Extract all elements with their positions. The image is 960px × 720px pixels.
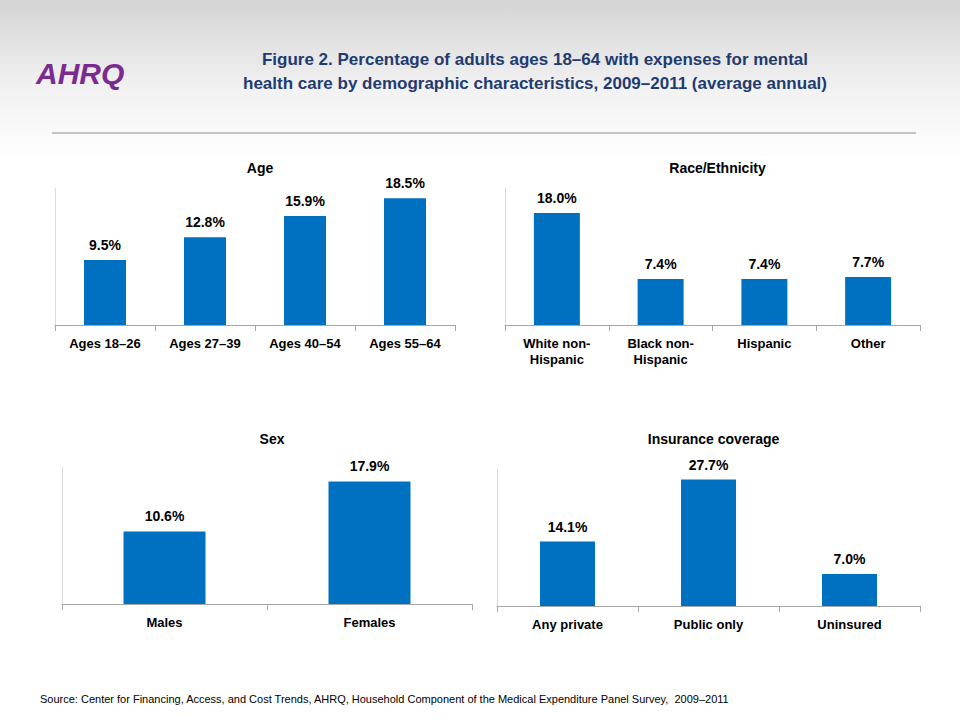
svg-text:Black non-: Black non- bbox=[627, 336, 693, 351]
svg-text:Ages 55–64: Ages 55–64 bbox=[369, 336, 441, 351]
svg-text:AHRQ: AHRQ bbox=[35, 57, 124, 90]
svg-text:Females: Females bbox=[343, 615, 395, 630]
svg-text:Hispanic: Hispanic bbox=[634, 352, 688, 367]
svg-text:12.8%: 12.8% bbox=[185, 214, 225, 230]
svg-text:Source: Center for Financing,: Source: Center for Financing, Access, an… bbox=[40, 693, 729, 705]
svg-text:Ages 40–54: Ages 40–54 bbox=[269, 336, 341, 351]
svg-text:15.9%: 15.9% bbox=[285, 193, 325, 209]
svg-text:Other: Other bbox=[851, 336, 886, 351]
svg-text:Any private: Any private bbox=[532, 617, 603, 632]
svg-text:Race/Ethnicity: Race/Ethnicity bbox=[669, 160, 766, 176]
svg-text:9.5%: 9.5% bbox=[89, 237, 121, 253]
svg-text:Hispanic: Hispanic bbox=[530, 352, 584, 367]
svg-text:Age: Age bbox=[247, 160, 274, 176]
svg-text:Hispanic: Hispanic bbox=[737, 336, 791, 351]
svg-text:7.7%: 7.7% bbox=[852, 254, 884, 270]
svg-text:27.7%: 27.7% bbox=[689, 457, 729, 473]
svg-text:White non-: White non- bbox=[523, 336, 590, 351]
svg-text:18.0%: 18.0% bbox=[537, 190, 577, 206]
svg-text:Insurance coverage: Insurance coverage bbox=[648, 431, 780, 447]
svg-text:Figure 2. Percentage of adults: Figure 2. Percentage of adults ages 18–6… bbox=[262, 50, 808, 69]
svg-text:10.6%: 10.6% bbox=[145, 508, 185, 524]
svg-text:Males: Males bbox=[146, 615, 182, 630]
svg-text:health care by demographic cha: health care by demographic characteristi… bbox=[243, 74, 827, 93]
svg-text:Public only: Public only bbox=[674, 617, 744, 632]
svg-text:Ages 18–26: Ages 18–26 bbox=[69, 336, 141, 351]
svg-text:17.9%: 17.9% bbox=[350, 458, 390, 474]
svg-text:Sex: Sex bbox=[260, 431, 285, 447]
svg-text:Ages 27–39: Ages 27–39 bbox=[169, 336, 241, 351]
svg-text:7.4%: 7.4% bbox=[748, 256, 780, 272]
svg-text:14.1%: 14.1% bbox=[548, 519, 588, 535]
svg-text:7.4%: 7.4% bbox=[645, 256, 677, 272]
svg-text:Uninsured: Uninsured bbox=[817, 617, 881, 632]
svg-text:18.5%: 18.5% bbox=[385, 175, 425, 191]
svg-text:7.0%: 7.0% bbox=[834, 551, 866, 567]
